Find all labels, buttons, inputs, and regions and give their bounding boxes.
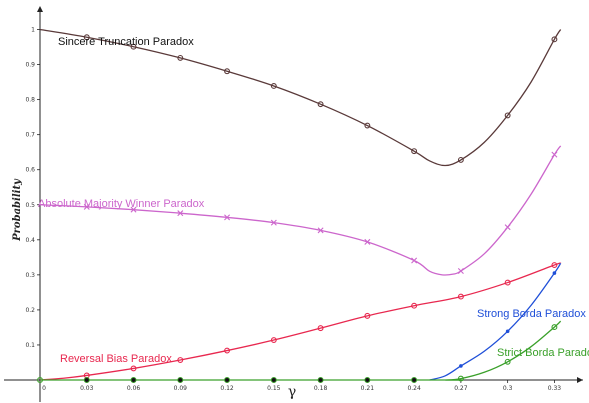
reversal-bias-paradox-point (364, 312, 371, 319)
series-markers (37, 34, 558, 383)
absolute-majority-winner-paradox-point (504, 224, 511, 231)
strict-borda-paradox-point (37, 377, 43, 383)
strong-borda-paradox-point (552, 271, 557, 275)
sincere-truncation-paradox-point (83, 34, 90, 41)
strong-borda-paradox-point (459, 364, 463, 368)
y-tick-label: 0.2 (25, 307, 35, 314)
reversal-bias-paradox-point (270, 337, 277, 343)
strong-borda-paradox-point (505, 329, 510, 334)
baseline-point (178, 378, 183, 382)
baseline-point (412, 378, 417, 382)
sincere-truncation-paradox-point (270, 83, 277, 89)
baseline-point (318, 378, 323, 382)
absolute-majority-winner-paradox-point (411, 257, 418, 264)
reversal-bias-paradox-point (130, 365, 137, 372)
y-axis-arrow (37, 6, 43, 12)
y-tick-label: 0.5 (25, 202, 35, 209)
strict-borda-paradox-point (317, 377, 324, 383)
absolute-majority-winner-paradox-point (224, 214, 231, 221)
reversal-bias-paradox-point (177, 357, 184, 363)
sincere-truncation-paradox-label: Sincere Truncation Paradox (58, 36, 194, 48)
sincere-truncation-paradox-point (130, 43, 137, 50)
y-tick-label: 0.3 (25, 272, 35, 279)
reversal-bias-paradox-label: Reversal Bias Paradox (60, 353, 172, 365)
strict-borda-paradox-point (224, 377, 231, 383)
strict-borda-paradox-label: Strict Borda Paradox (497, 347, 589, 359)
strict-borda-paradox-point (364, 377, 371, 383)
x-tick-label: 0.09 (174, 385, 188, 392)
strict-borda-paradox-point (83, 377, 90, 383)
reversal-bias-paradox-line (39, 262, 562, 381)
y-tick-label: 0.6 (25, 167, 35, 174)
absolute-majority-winner-paradox-point (457, 268, 464, 274)
x-axis-arrow (577, 377, 583, 383)
x-tick-label: 0.03 (80, 385, 94, 392)
sincere-truncation-paradox-point (551, 36, 558, 43)
y-tick-label: 0.1 (25, 342, 35, 349)
baseline-point (365, 378, 370, 382)
x-tick-label: 0 (42, 385, 46, 392)
strict-borda-paradox-point (457, 375, 464, 382)
x-tick-label: 0.12 (220, 385, 234, 392)
sincere-truncation-paradox-point (317, 101, 324, 108)
reversal-bias-paradox-point (411, 302, 418, 309)
absolute-majority-winner-paradox-point (270, 219, 277, 226)
strict-borda-paradox-point (504, 358, 511, 365)
baseline-point (84, 378, 89, 382)
x-tick-label: 0.06 (127, 385, 141, 392)
x-axis-label: γ (288, 384, 296, 400)
absolute-majority-winner-paradox-point (83, 203, 90, 210)
y-tick-label: 0.4 (25, 237, 35, 244)
reversal-bias-paradox-point (551, 262, 558, 268)
strong-borda-paradox-line (429, 262, 562, 381)
x-tick-label: 0.15 (267, 385, 281, 392)
sincere-truncation-paradox-line (39, 28, 562, 167)
strict-borda-paradox-point (411, 377, 418, 383)
absolute-majority-winner-paradox-point (364, 238, 371, 245)
baseline-point (225, 378, 230, 382)
absolute-majority-winner-paradox-point (130, 206, 137, 213)
sincere-truncation-paradox-point (177, 54, 184, 61)
absolute-majority-winner-paradox-point (551, 151, 558, 158)
sincere-truncation-paradox-point (224, 68, 231, 75)
baseline-point (271, 378, 276, 382)
absolute-majority-winner-paradox-point (177, 210, 184, 217)
sincere-truncation-paradox-point (457, 156, 464, 163)
y-axis-label: Probability (12, 178, 23, 242)
strict-borda-paradox-point (270, 377, 277, 383)
x-tick-label: 0.21 (361, 385, 375, 392)
strict-borda-paradox-point (130, 377, 137, 383)
x-tick-label: 0.3 (503, 385, 513, 392)
baseline-point (131, 378, 136, 382)
strict-borda-paradox-point (551, 324, 558, 331)
reversal-bias-paradox-point (224, 347, 231, 354)
x-tick-label: 0.18 (314, 385, 328, 392)
x-tick-label: 0.33 (548, 385, 562, 392)
strong-borda-paradox-label: Strong Borda Paradox (477, 308, 586, 320)
sincere-truncation-paradox-point (364, 122, 371, 129)
y-tick-label: 1 (31, 27, 35, 34)
reversal-bias-paradox-point (317, 325, 324, 332)
x-tick-label: 0.27 (454, 385, 468, 392)
y-tick-label: 0.7 (25, 132, 35, 139)
ticks: 0 0.03 0.06 0.09 0.12 0.15 0.18 0.21 0.24 0.27 0.3… (25, 27, 561, 392)
absolute-majority-winner-paradox-line (39, 145, 562, 276)
sincere-truncation-paradox-point (411, 148, 418, 155)
reversal-bias-paradox-point (457, 293, 464, 300)
x-tick-label: 0.24 (407, 385, 421, 392)
reversal-bias-paradox-point (504, 279, 511, 286)
absolute-majority-winner-paradox-point (317, 227, 324, 234)
strict-borda-paradox-point (177, 377, 184, 383)
y-tick-label: 0.8 (25, 97, 35, 104)
sincere-truncation-paradox-point (504, 112, 511, 119)
absolute-majority-winner-paradox-label: Absolute Majority Winner Paradox (38, 198, 205, 210)
series-labels: Sincere Truncation Paradox Absolute Major… (38, 36, 589, 365)
y-tick-label: 0.9 (25, 62, 35, 69)
